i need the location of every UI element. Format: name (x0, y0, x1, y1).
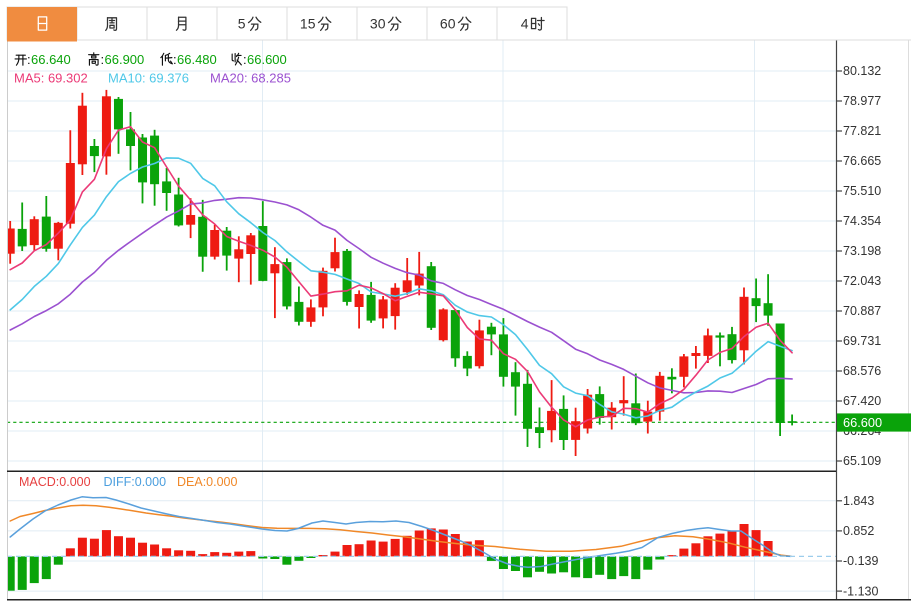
svg-text:73.198: 73.198 (843, 244, 881, 258)
svg-text::: : (27, 52, 31, 67)
svg-text:DIFF:0.000: DIFF:0.000 (104, 475, 167, 489)
svg-text:0.852: 0.852 (843, 524, 874, 538)
svg-text:76.665: 76.665 (843, 154, 881, 168)
svg-text:72.043: 72.043 (843, 274, 881, 288)
svg-text:74.354: 74.354 (843, 214, 881, 228)
svg-text::: : (173, 52, 177, 67)
svg-text:MA10: 69.376: MA10: 69.376 (108, 71, 189, 86)
svg-text:30: 30 (370, 16, 386, 32)
svg-text:68.576: 68.576 (843, 364, 881, 378)
svg-text:-0.139: -0.139 (843, 554, 878, 568)
svg-text:78.977: 78.977 (843, 94, 881, 108)
svg-text:MA20: 68.285: MA20: 68.285 (210, 71, 291, 86)
svg-text:75.510: 75.510 (843, 184, 881, 198)
svg-text:-1.130: -1.130 (843, 584, 878, 598)
svg-text:60: 60 (440, 16, 456, 32)
svg-text:66.640: 66.640 (31, 52, 71, 67)
svg-text:80.132: 80.132 (843, 64, 881, 78)
svg-text:77.821: 77.821 (843, 124, 881, 138)
svg-text:66.600: 66.600 (247, 52, 287, 67)
svg-text:DEA:0.000: DEA:0.000 (177, 475, 238, 489)
svg-text:65.109: 65.109 (843, 454, 881, 468)
svg-text:15: 15 (300, 16, 316, 32)
svg-text:MA5: 69.302: MA5: 69.302 (14, 71, 88, 86)
svg-text:4: 4 (521, 16, 529, 32)
svg-text:69.731: 69.731 (843, 334, 881, 348)
svg-text:70.887: 70.887 (843, 304, 881, 318)
svg-text:67.420: 67.420 (843, 394, 881, 408)
svg-text:66.600: 66.600 (843, 415, 882, 430)
svg-text:5: 5 (238, 16, 246, 32)
svg-text:MACD:0.000: MACD:0.000 (19, 475, 91, 489)
svg-text:66.480: 66.480 (177, 52, 217, 67)
svg-text::: : (243, 52, 247, 67)
svg-text::: : (101, 52, 105, 67)
svg-text:66.900: 66.900 (105, 52, 145, 67)
svg-text:1.843: 1.843 (843, 494, 874, 508)
